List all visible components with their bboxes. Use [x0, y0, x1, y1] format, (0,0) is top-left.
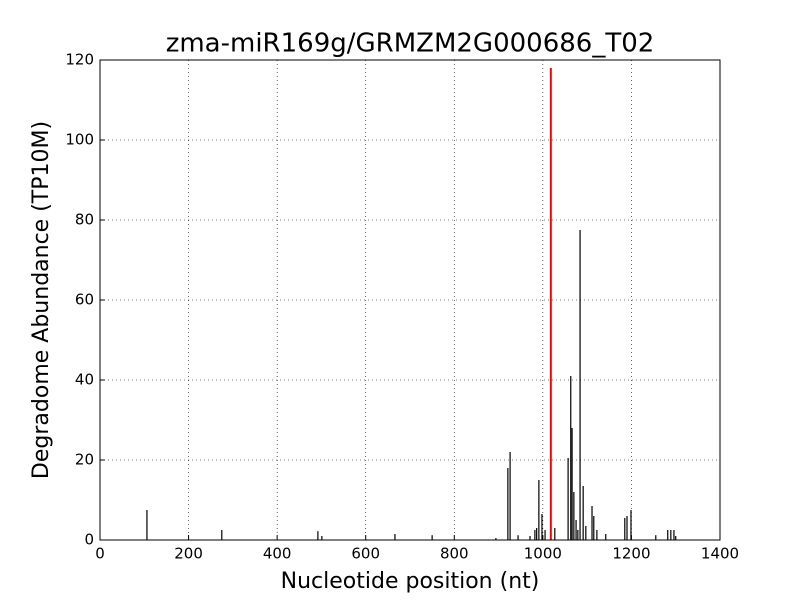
chart-title: zma-miR169g/GRMZM2G000686_T02 — [166, 29, 655, 59]
x-tick-label: 0 — [95, 545, 105, 563]
x-tick-label: 1400 — [701, 545, 739, 563]
plot-frame — [99, 59, 721, 541]
x-tick-label: 1200 — [612, 545, 650, 563]
x-tick-label: 200 — [174, 545, 203, 563]
y-tick-label: 80 — [75, 211, 94, 229]
y-tick-label: 20 — [75, 451, 94, 469]
y-tick-label: 100 — [65, 131, 94, 149]
x-tick-label: 400 — [263, 545, 292, 563]
y-tick-label: 40 — [75, 371, 94, 389]
x-tick-label: 800 — [440, 545, 469, 563]
y-axis-label: Degradome Abundance (TP10M) — [29, 121, 54, 479]
y-tick-label: 120 — [65, 51, 94, 69]
y-tick-label: 0 — [84, 531, 94, 549]
x-tick-label: 600 — [351, 545, 380, 563]
x-tick-label: 1000 — [524, 545, 562, 563]
y-tick-label: 60 — [75, 291, 94, 309]
x-axis-label: Nucleotide position (nt) — [281, 569, 540, 594]
